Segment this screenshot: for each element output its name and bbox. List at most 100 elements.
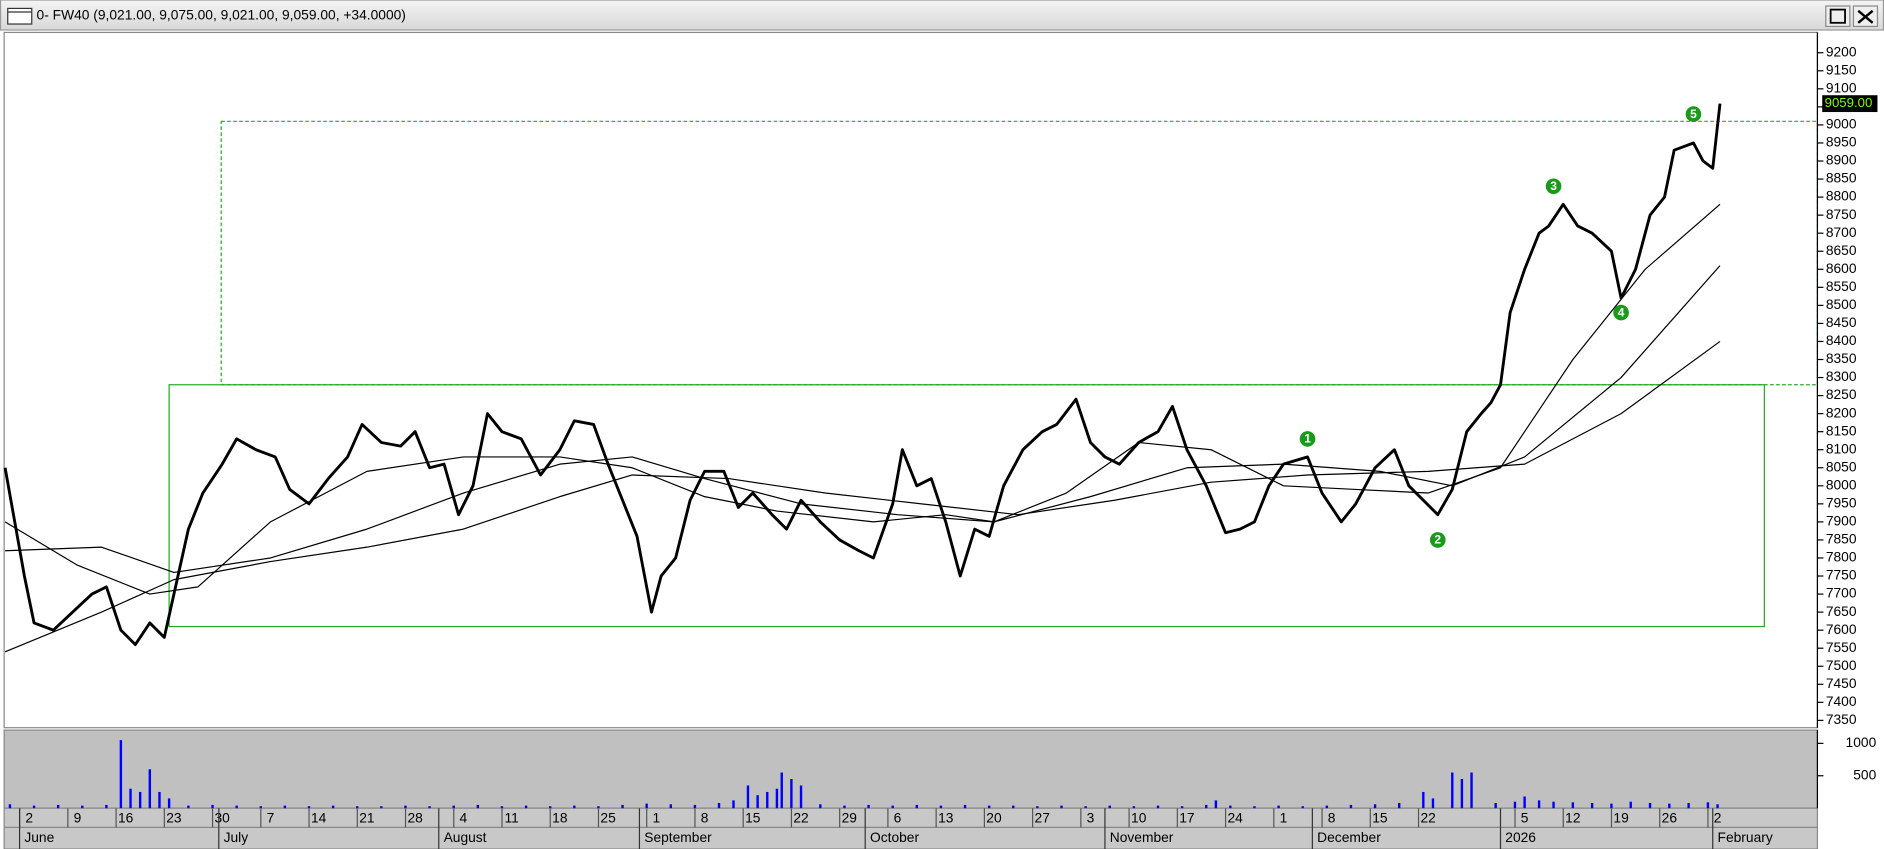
x-tick-label: 14 — [311, 811, 327, 826]
y-tick-label: 9100 — [1826, 80, 1857, 95]
title-bar — [0, 0, 1884, 31]
volume-bar — [939, 805, 943, 809]
volume-bar — [963, 804, 967, 809]
y-tick-label: 9000 — [1826, 117, 1857, 132]
volume-bar — [669, 804, 672, 809]
month-label: December — [1317, 830, 1381, 845]
volume-bar — [799, 785, 803, 809]
y-tick-label: 8600 — [1826, 261, 1857, 276]
volume-bar — [331, 805, 335, 809]
month-label: July — [224, 830, 249, 845]
wave-marker — [1299, 431, 1316, 447]
volume-bar — [148, 769, 152, 809]
volume-bar — [32, 805, 36, 809]
volume-bar — [1373, 804, 1377, 809]
volume-bar — [891, 805, 894, 809]
x-tick-label: 23 — [166, 811, 182, 826]
month-label: September — [644, 830, 712, 845]
volume-bar — [1668, 803, 1671, 809]
volume-bar — [1301, 806, 1304, 809]
y-tick-label: 8800 — [1826, 189, 1857, 204]
y-tick-label: 7900 — [1826, 514, 1857, 529]
volume-bar — [1513, 801, 1517, 809]
y-tick-label: 7800 — [1826, 550, 1857, 565]
x-tick-label: 24 — [1228, 811, 1244, 826]
price-line — [3, 103, 1722, 647]
x-tick-label: 7 — [267, 811, 275, 826]
volume-bar — [307, 806, 311, 809]
volume-bar — [1687, 802, 1690, 809]
x-tick-label: 15 — [1372, 811, 1388, 826]
y-tick-label: 7350 — [1826, 712, 1857, 727]
volume-bar — [404, 805, 407, 809]
volume-bar — [428, 806, 431, 809]
x-tick-label: 6 — [894, 811, 902, 826]
x-tick-label: 4 — [460, 811, 468, 826]
volume-bar — [1060, 805, 1063, 809]
volume-bar — [1156, 805, 1160, 809]
volume-bar — [766, 791, 769, 809]
volume-bar — [1706, 802, 1710, 809]
volume-bar — [1349, 804, 1353, 809]
last-price-tag — [1822, 95, 1878, 113]
volume-bar — [1431, 798, 1435, 809]
y-tick-label: 8700 — [1826, 225, 1857, 240]
volume-bar — [1205, 804, 1208, 809]
volume-bar — [1571, 802, 1575, 809]
x-tick-label: 8 — [701, 811, 709, 826]
moving-average — [4, 340, 1721, 653]
y-tick-label: 8550 — [1826, 279, 1857, 294]
y-tick-label: 7850 — [1826, 532, 1857, 547]
y-tick-label: 7450 — [1826, 676, 1857, 691]
wave-label: 4 — [1618, 305, 1625, 319]
x-tick-label: 26 — [1662, 811, 1678, 826]
y-tick-label: 8050 — [1826, 459, 1857, 474]
x-tick-label: 22 — [1420, 811, 1435, 826]
volume-bar — [573, 805, 576, 809]
volume-bar — [548, 806, 552, 809]
x-tick-label: 15 — [745, 811, 761, 826]
volume-bar — [645, 803, 648, 809]
volume-bar — [597, 806, 600, 809]
volume-bar — [621, 804, 624, 809]
y-tick-label: 8400 — [1826, 333, 1857, 348]
volume-bar — [167, 798, 171, 809]
x-tick-label: 11 — [504, 811, 518, 826]
y-tick-label: 8450 — [1826, 315, 1857, 330]
wave-marker — [1613, 304, 1629, 321]
volume-bar — [1108, 805, 1111, 809]
volume-bar — [1451, 772, 1454, 809]
volume-bar — [1552, 801, 1555, 809]
volume-bar — [1610, 803, 1613, 809]
x-tick-label: 8 — [1328, 811, 1336, 826]
x-tick-label: 5 — [1521, 811, 1529, 826]
x-tick-label: 18 — [552, 811, 568, 826]
y-tick-label: 9200 — [1826, 44, 1857, 59]
y-tick-label: 7400 — [1826, 694, 1857, 709]
close-button[interactable] — [1852, 5, 1879, 28]
volume-bar — [915, 804, 919, 809]
volume-bar — [1132, 806, 1136, 809]
volume-bar — [356, 806, 359, 809]
month-label: 2026 — [1505, 830, 1536, 845]
y-tick-label: 8300 — [1826, 369, 1857, 384]
x-tick-label: 3 — [1087, 811, 1095, 826]
volume-bar — [235, 805, 238, 809]
month-label: October — [870, 830, 919, 845]
x-tick-label: 17 — [1179, 811, 1194, 826]
volume-bar — [187, 805, 190, 809]
volume-bar — [843, 805, 846, 809]
volume-y-tick-label: 1000 — [1846, 735, 1877, 750]
x-tick-label: 22 — [793, 811, 808, 826]
x-tick-label: 2 — [1714, 811, 1722, 826]
y-tick-label: 8850 — [1826, 171, 1857, 186]
y-tick-label: 7550 — [1826, 640, 1857, 655]
volume-bar — [867, 804, 870, 809]
window-title: 0- FW40 (9,021.00, 9,075.00, 9,021.00, 9… — [37, 7, 406, 22]
wave-label: 2 — [1434, 533, 1441, 547]
y-tick-label: 7700 — [1826, 586, 1857, 601]
volume-y-tick-label: 500 — [1853, 767, 1876, 782]
maximize-button[interactable] — [1825, 5, 1851, 28]
